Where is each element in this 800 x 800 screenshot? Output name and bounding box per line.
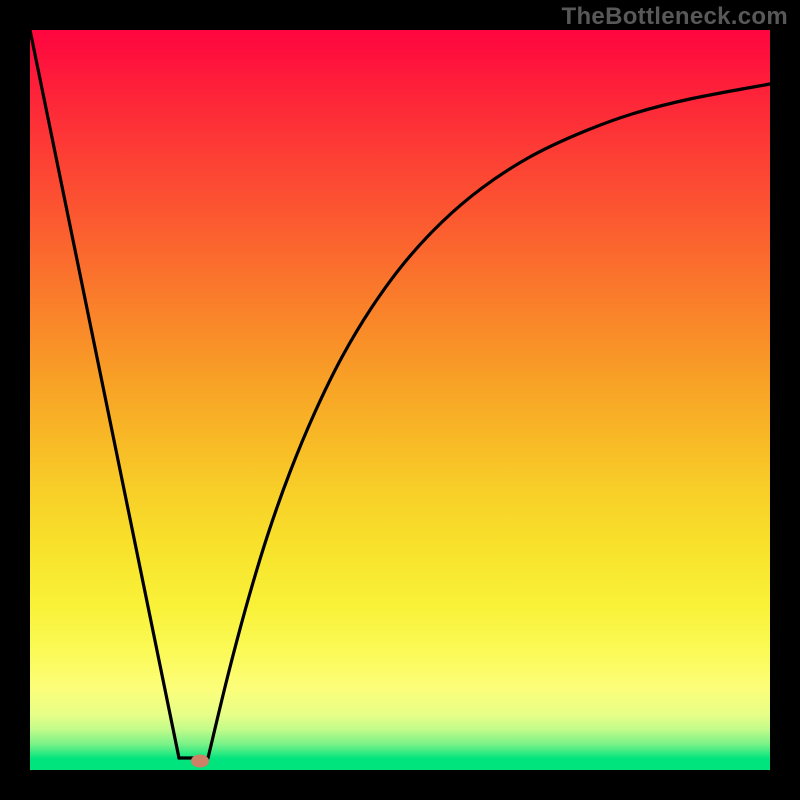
watermark-text: TheBottleneck.com — [562, 3, 788, 31]
marker-dot — [191, 755, 209, 768]
plot-svg — [30, 30, 770, 770]
chart-frame: TheBottleneck.com — [0, 0, 800, 800]
plot-area — [30, 30, 770, 770]
gradient-background — [30, 30, 770, 770]
